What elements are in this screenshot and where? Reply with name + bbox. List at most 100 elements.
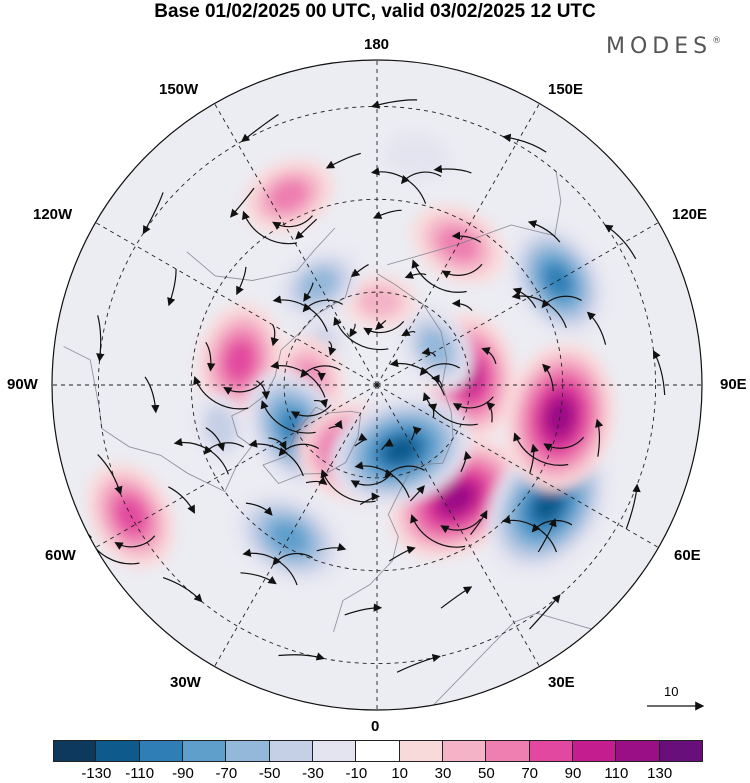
streamline [193, 375, 249, 410]
streamline [268, 437, 287, 450]
streamline [501, 515, 558, 553]
lon-label-0: 0 [371, 718, 380, 735]
streamline [333, 316, 389, 351]
streamline [303, 282, 314, 302]
streamline [359, 492, 381, 506]
colorbar-tick-label: -130 [81, 765, 112, 782]
streamline [305, 476, 328, 486]
reference-vector-label: 10 [664, 684, 679, 699]
colorbar-tick-label: 10 [391, 765, 408, 782]
streamline [542, 363, 554, 392]
streamline [460, 450, 472, 473]
colorbar-swatch [269, 740, 313, 762]
colorbar-swatch [226, 740, 270, 762]
streamline [313, 398, 328, 408]
colorbar-swatch [53, 740, 97, 762]
streamline [344, 603, 383, 616]
streamline [625, 483, 641, 530]
meridian-line [376, 384, 540, 667]
streamline [431, 374, 443, 388]
lon-label-90e: 90E [720, 376, 747, 393]
streamline [441, 263, 483, 279]
streamline [384, 465, 425, 479]
colorbar-tick-label: 70 [521, 765, 538, 782]
meridian-line [214, 103, 378, 386]
streamline [543, 436, 585, 452]
streamline [396, 653, 441, 673]
wind-streamlines [84, 99, 666, 673]
streamline [470, 510, 488, 535]
streamline [512, 287, 537, 308]
colorbar-tick-label: 130 [647, 765, 673, 782]
streamline [370, 167, 427, 204]
streamline [373, 209, 402, 219]
streamline [97, 454, 123, 495]
streamline [440, 586, 473, 609]
colorbar-swatch [616, 740, 660, 762]
streamline [142, 192, 164, 235]
streamline [433, 164, 472, 174]
coastline [333, 273, 454, 633]
streamline [486, 401, 496, 423]
streamline [272, 295, 328, 332]
streamline [440, 518, 482, 534]
streamline [313, 368, 326, 382]
anomaly-contour [440, 484, 474, 514]
anomaly-contour [533, 488, 563, 522]
lon-label-60w: 60W [45, 547, 76, 564]
streamline [245, 502, 273, 516]
streamline [240, 113, 279, 143]
meridian-line [376, 384, 659, 548]
meridian-line [95, 222, 378, 386]
lon-label-120e: 120E [672, 206, 708, 223]
streamline [272, 215, 313, 230]
colorbar-tick-label: 30 [434, 765, 452, 782]
streamline [96, 315, 105, 362]
streamline [481, 347, 497, 365]
coastline [186, 227, 336, 281]
streamline [241, 210, 298, 245]
streamline [350, 264, 369, 278]
streamline [409, 485, 425, 502]
streamline [354, 461, 410, 498]
coastline [63, 271, 354, 493]
streamline [302, 299, 344, 313]
streamline [451, 231, 482, 243]
streamline [511, 291, 567, 329]
meridian-line [376, 103, 540, 386]
streamline [410, 426, 422, 441]
anomaly-contour [385, 132, 450, 181]
streamline [529, 594, 561, 630]
streamline [205, 427, 226, 452]
streamline [421, 347, 436, 357]
streamline [363, 321, 405, 336]
colorbar-swatch [443, 740, 487, 762]
streamline [236, 266, 247, 296]
anomaly-contour [204, 406, 236, 449]
anomaly-contour [419, 329, 453, 367]
streamline [411, 259, 467, 293]
streamline [242, 548, 298, 586]
registered-mark: ® [712, 36, 722, 46]
streamline [316, 542, 347, 552]
colorbar-swatch [399, 740, 443, 762]
colorbar-tick-label: 110 [604, 765, 629, 782]
streamline [272, 552, 313, 566]
streamline [328, 419, 343, 430]
anomaly-contour [268, 179, 309, 212]
lon-label-180: 180 [364, 36, 390, 53]
streamline [349, 323, 358, 338]
streamline [328, 340, 337, 356]
colorbar-swatch [659, 740, 703, 762]
colorbar-tick-label: -10 [345, 765, 368, 782]
streamline [114, 535, 156, 550]
colorbar-swatch [139, 740, 183, 762]
streamline [168, 486, 195, 514]
streamline [248, 439, 304, 477]
polar-stereographic-map [51, 59, 705, 711]
streamline [419, 363, 461, 376]
lon-label-90w: 90W [7, 376, 38, 393]
streamline [381, 438, 394, 451]
colorbar-swatch [356, 740, 400, 762]
colorbar-tick-label: -70 [215, 765, 238, 782]
